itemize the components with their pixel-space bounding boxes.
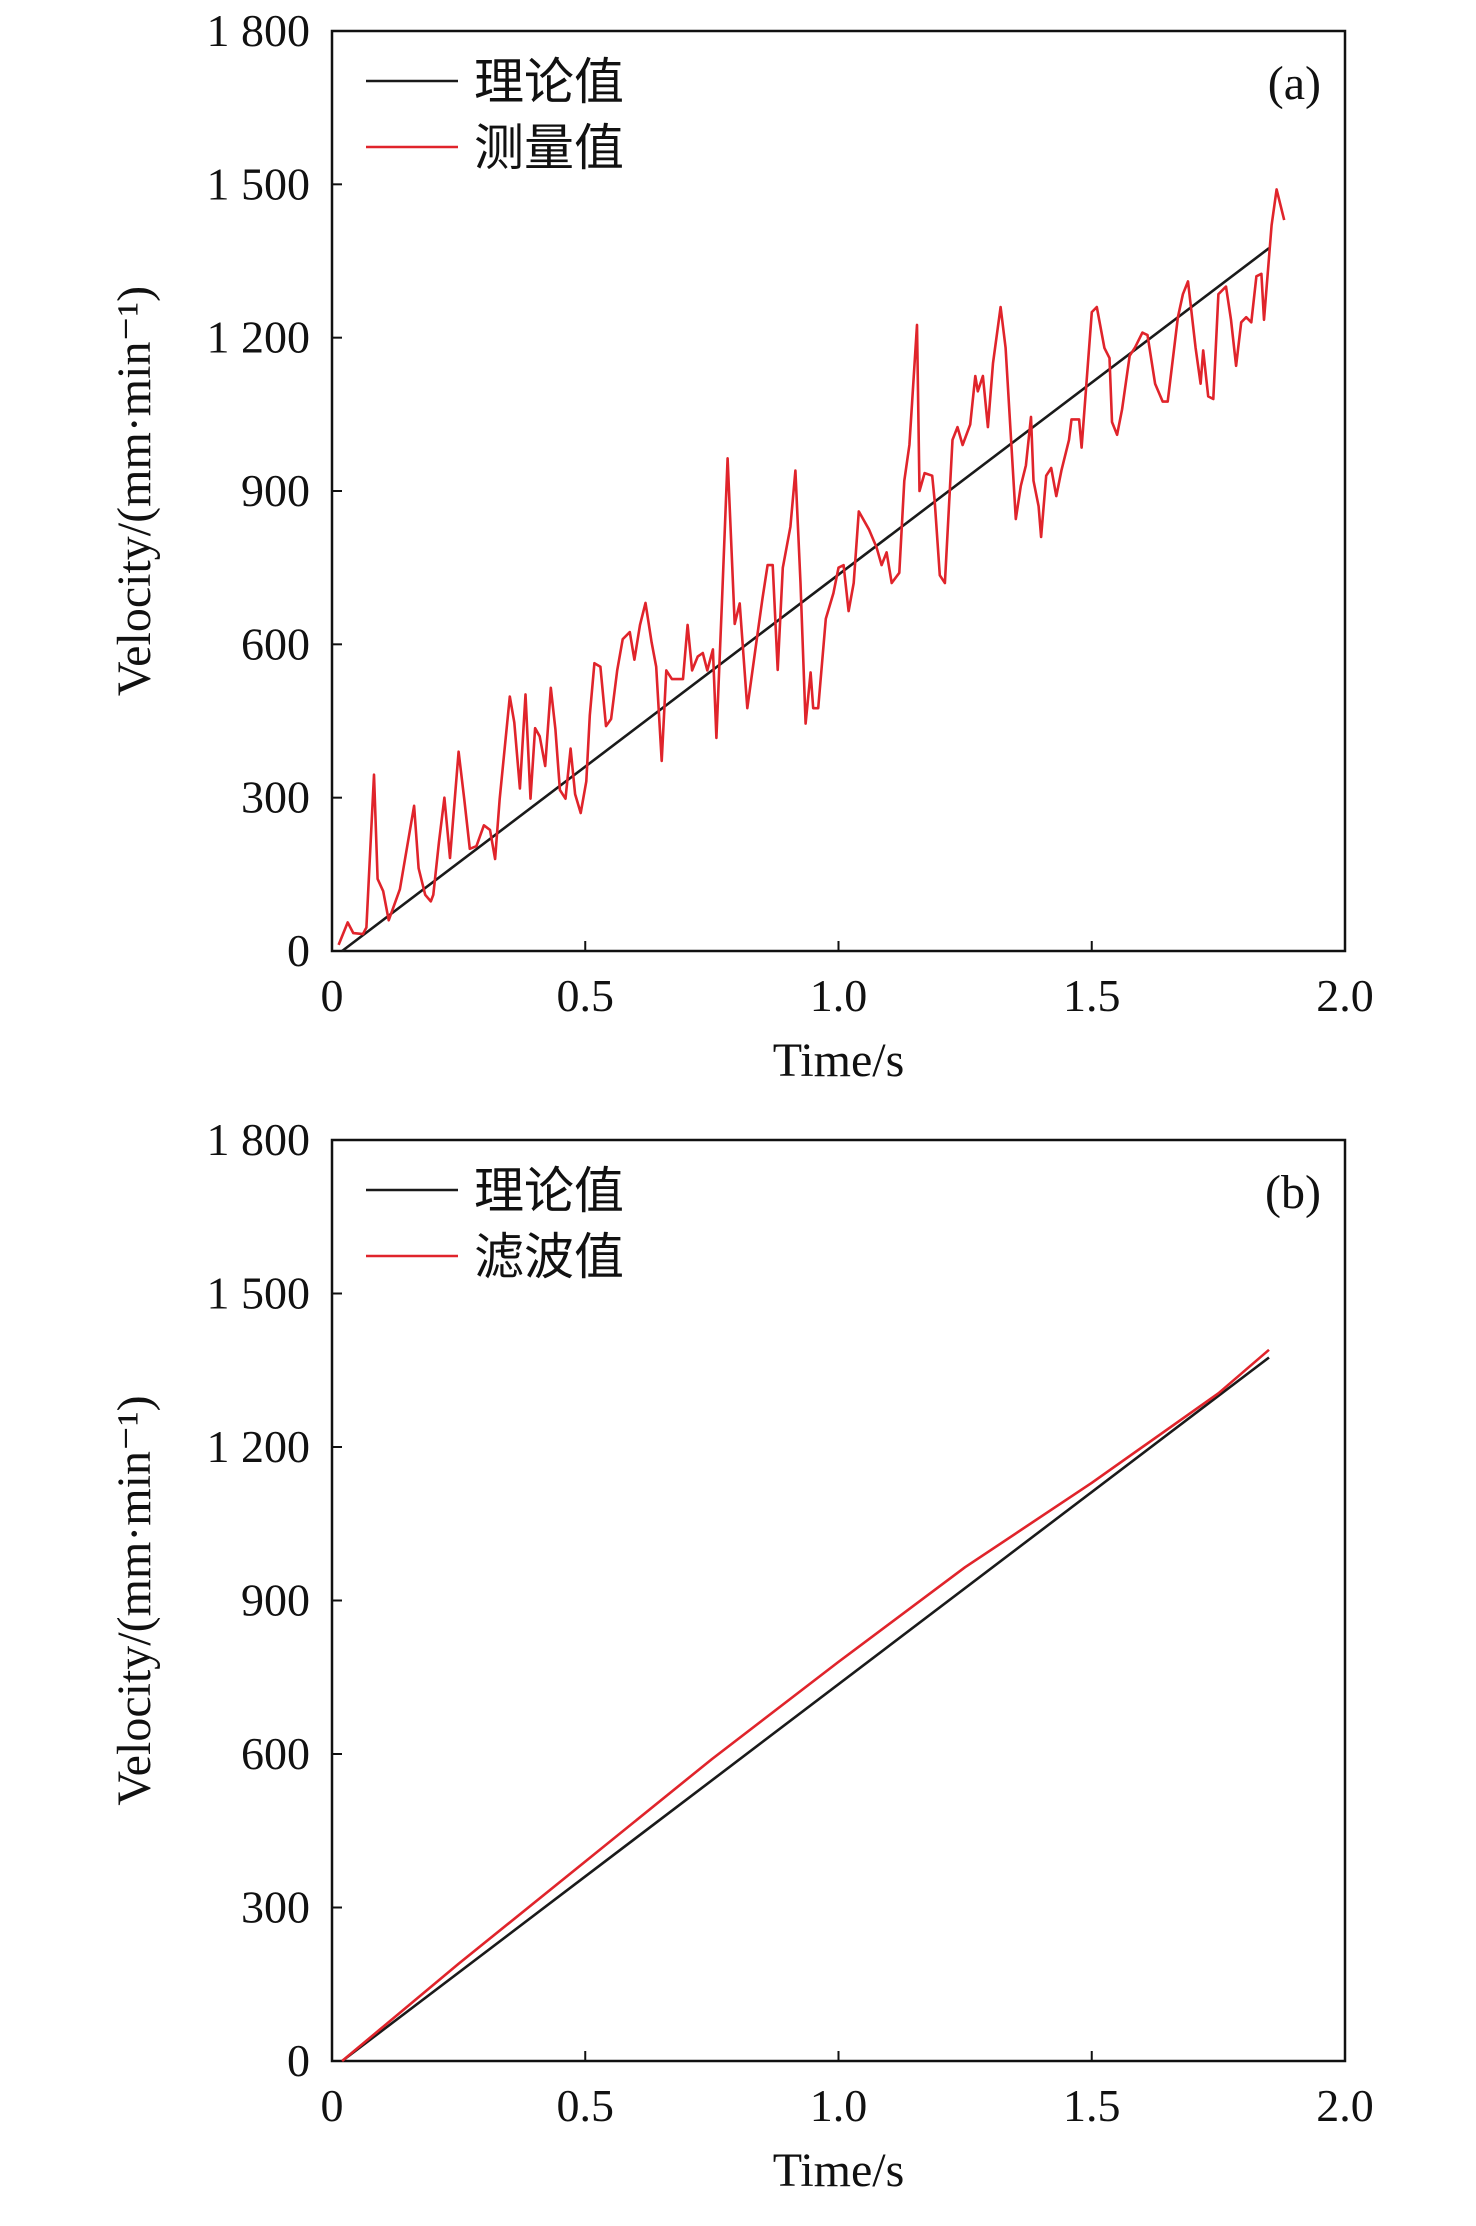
series-line-theory <box>341 1356 1270 2063</box>
y-tick-label: 900 <box>241 465 310 516</box>
y-tick-label: 300 <box>241 1882 310 1933</box>
y-tick-label: 1 800 <box>207 5 311 56</box>
x-tick-label: 0 <box>321 2080 344 2131</box>
y-tick-label: 0 <box>287 925 310 976</box>
legend-label: 滤波值 <box>474 1228 624 1286</box>
x-tick-label: 0 <box>321 970 344 1021</box>
x-tick-label: 2.0 <box>1316 2080 1374 2131</box>
y-tick-label: 900 <box>241 1575 310 1626</box>
x-tick-label: 2.0 <box>1316 970 1374 1021</box>
y-axis-label: Velocity/(mm·min⁻¹) <box>108 1395 161 1805</box>
x-axis-label: Time/s <box>773 2144 905 2197</box>
y-tick-label: 600 <box>241 1728 310 1779</box>
legend-label: 理论值 <box>474 53 624 111</box>
x-tick-label: 1.0 <box>810 970 868 1021</box>
x-tick-label: 1.5 <box>1063 2080 1121 2131</box>
panel-label: (a) <box>1268 57 1321 110</box>
y-axis-label: Velocity/(mm·min⁻¹) <box>108 286 161 696</box>
y-tick-label: 0 <box>287 2035 310 2086</box>
y-tick-label: 1 800 <box>207 1114 311 1165</box>
y-tick-label: 1 200 <box>207 312 311 363</box>
y-tick-label: 1 200 <box>207 1421 311 1472</box>
y-tick-label: 300 <box>241 772 310 823</box>
x-tick-label: 1.0 <box>810 2080 868 2131</box>
legend-label: 理论值 <box>474 1162 624 1220</box>
y-tick-label: 1 500 <box>207 1268 311 1319</box>
x-axis-label: Time/s <box>773 1034 905 1087</box>
panel-label: (b) <box>1265 1166 1321 1219</box>
legend-label: 测量值 <box>474 119 624 177</box>
y-tick-label: 600 <box>241 618 310 669</box>
panel-b: 0 0.5 1.0 1.5 2.0 0 300 600 900 1 200 1 500 1 800 Ti… <box>108 1114 1374 2197</box>
panel-a: 0 0.5 1.0 1.5 2.0 0 300 600 900 1 200 1 500 1 800 Ti… <box>108 5 1374 1087</box>
series-line-measured <box>337 188 1286 946</box>
y-tick-label: 1 500 <box>207 158 311 209</box>
series-line-measured <box>341 1348 1270 2062</box>
x-tick-label: 0.5 <box>557 970 615 1021</box>
x-tick-label: 1.5 <box>1063 970 1121 1021</box>
x-tick-label: 0.5 <box>557 2080 615 2131</box>
